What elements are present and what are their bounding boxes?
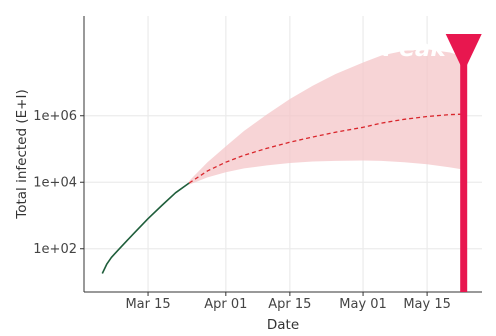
observed-line [101,182,190,274]
x-tick-label: May 15 [403,297,451,312]
confidence-ribbon [189,49,464,185]
x-tick-label: May 01 [339,297,387,312]
x-axis-title: Date [267,317,299,333]
axes [80,16,482,296]
y-tick-label: 1e+06 [33,109,77,124]
x-tick-label: Mar 15 [125,297,170,312]
y-tick-label: 1e+02 [33,242,77,257]
y-axis-title: Total infected (E+I) [14,89,30,219]
x-tick-label: Apr 15 [268,297,311,312]
y-tick-label: 1e+04 [33,176,77,191]
series-lines [101,113,464,274]
peak-marker-line [460,40,468,292]
tick-labels: 1e+02 1e+04 1e+06 Mar 15 Apr 01 Apr 15 May 01 M… [33,109,451,312]
peak-marker-group: Peak [383,34,482,292]
peak-label: Peak [383,36,447,62]
confidence-ribbon-layer [189,49,464,185]
x-tick-label: Apr 01 [204,297,247,312]
peak-marker-triangle [445,34,482,72]
projected-line [188,113,464,184]
